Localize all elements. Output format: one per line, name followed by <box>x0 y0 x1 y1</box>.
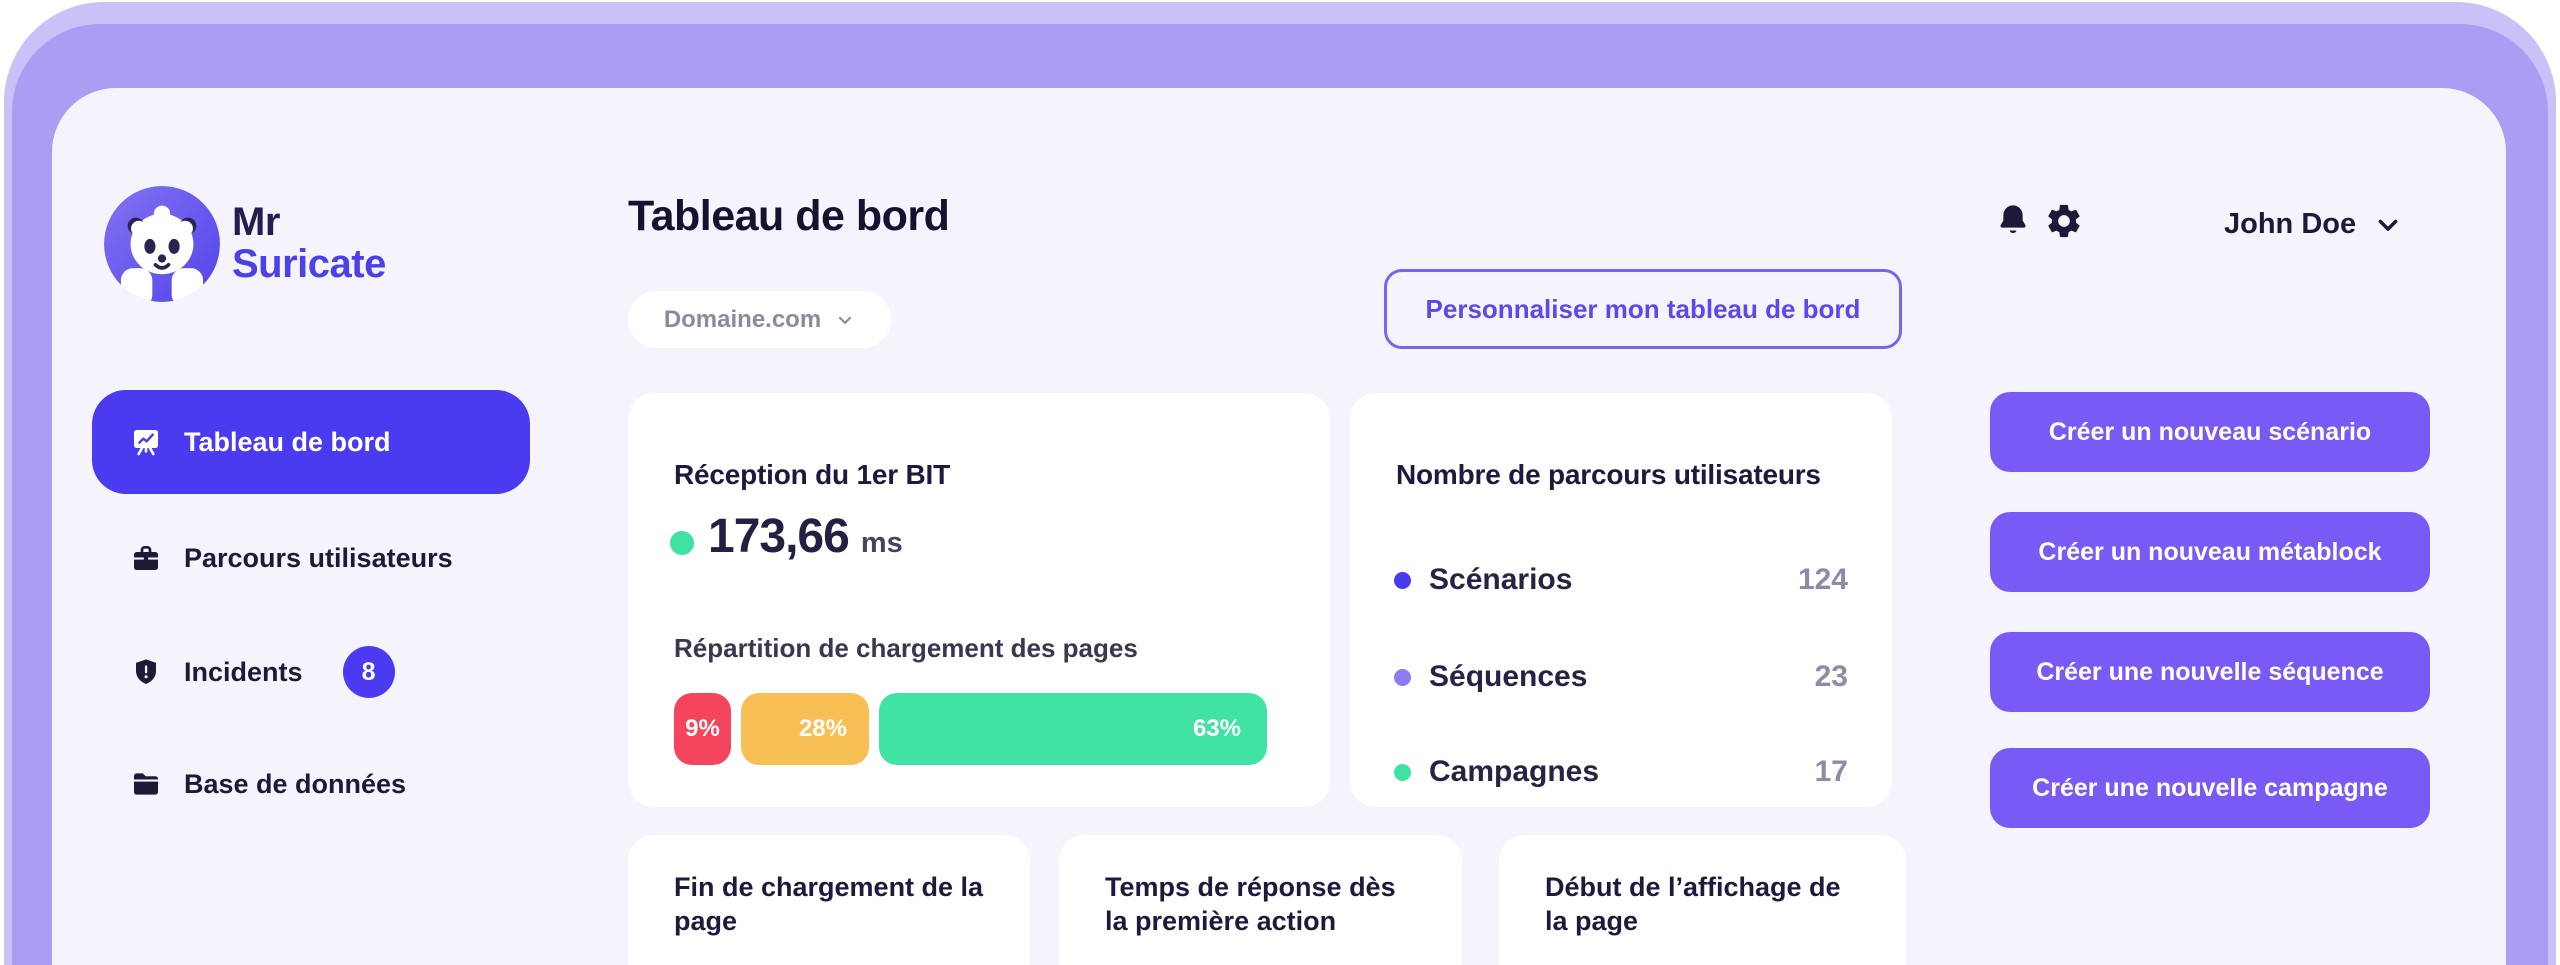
domain-selector-value: Domaine.com <box>663 305 822 333</box>
create-sequence-button[interactable]: Créer une nouvelle séquence <box>1990 632 2430 712</box>
bar-segment-red: 9% <box>674 693 731 765</box>
row-label: Séquences <box>1429 660 1588 693</box>
folder-icon <box>130 768 162 800</box>
chevron-down-icon <box>839 316 852 324</box>
row-value: 17 <box>1814 755 1848 788</box>
user-name: John Doe <box>2224 208 2357 240</box>
fin-chargement-card: Fin de chargement de la page <box>628 835 1030 965</box>
card-title: Nombre de parcours utilisateurs <box>1396 459 1821 490</box>
row-label: Campagnes <box>1429 755 1600 788</box>
domain-selector[interactable]: Domaine.com <box>628 291 891 348</box>
logo: Mr Suricate <box>232 200 386 286</box>
distribution-title: Répartition de chargement des pages <box>674 633 1138 663</box>
incidents-count-badge: 8 <box>342 646 395 698</box>
metric-unit: ms <box>860 527 903 559</box>
settings-gear-icon[interactable] <box>2044 201 2084 241</box>
card-title: Fin de chargement de la page <box>674 872 984 936</box>
parcours-row-scenarios: Scénarios 124 <box>1394 558 1848 602</box>
metric: 173,66 ms <box>708 509 903 564</box>
page-load-distribution-bar: 9% 28% 63% <box>674 693 1267 765</box>
parcours-count-card: Nombre de parcours utilisateurs Scénario… <box>1350 393 1892 807</box>
user-menu[interactable]: John Doe <box>2224 208 2402 241</box>
row-label: Scénarios <box>1429 563 1573 596</box>
card-title: Temps de réponse dès la première action <box>1105 872 1396 936</box>
card-title: Réception du 1er BIT <box>674 459 951 490</box>
create-metablock-button[interactable]: Créer un nouveau métablock <box>1990 512 2430 592</box>
sidebar-item-tableau-de-bord[interactable]: Tableau de bord <box>92 390 530 494</box>
sidebar-item-label: Parcours utilisateurs <box>184 542 453 573</box>
briefcase-icon <box>130 542 162 574</box>
card-title: Début de l’affichage de la page <box>1545 872 1841 936</box>
logo-text-mr: Mr <box>232 200 280 244</box>
mr-suricate-logo-icon <box>104 186 220 302</box>
bar-segment-green: 63% <box>879 693 1267 765</box>
reception-bit-card: Réception du 1er BIT 173,66 ms Répartiti… <box>628 393 1330 807</box>
customize-dashboard-button[interactable]: Personnaliser mon tableau de bord <box>1384 269 1902 349</box>
metric-value: 173,66 <box>708 510 850 563</box>
sidebar-item-base-de-donnees[interactable]: Base de données <box>92 744 530 824</box>
shield-icon <box>130 656 162 688</box>
legend-dot <box>1394 668 1411 686</box>
sidebar-item-label: Incidents <box>184 656 303 687</box>
row-value: 124 <box>1797 563 1848 596</box>
legend-dot <box>1394 571 1411 589</box>
create-scenario-button[interactable]: Créer un nouveau scénario <box>1990 392 2430 472</box>
temps-reponse-card: Temps de réponse dès la première action <box>1059 835 1462 965</box>
metric-status-dot <box>670 531 694 555</box>
bar-segment-yellow: 28% <box>741 693 869 765</box>
debut-affichage-card: Début de l’affichage de la page <box>1499 835 1906 965</box>
row-value: 23 <box>1814 660 1848 693</box>
sidebar-item-label: Base de données <box>184 768 407 799</box>
legend-dot <box>1394 763 1411 781</box>
sidebar-item-incidents[interactable]: Incidents 8 <box>92 632 530 712</box>
logo-text-suricate: Suricate <box>232 241 386 286</box>
parcours-row-campagnes: Campagnes 17 <box>1394 750 1848 794</box>
notification-bell-icon[interactable] <box>1994 201 2032 239</box>
parcours-row-sequences: Séquences 23 <box>1394 655 1848 699</box>
sidebar-item-label: Tableau de bord <box>184 426 391 457</box>
create-campaign-button[interactable]: Créer une nouvelle campagne <box>1990 748 2430 828</box>
page-title: Tableau de bord <box>628 192 950 240</box>
user-chevron-down-icon <box>2378 219 2398 231</box>
dashboard-icon <box>130 426 162 458</box>
sidebar-item-parcours-utilisateurs[interactable]: Parcours utilisateurs <box>92 518 530 598</box>
